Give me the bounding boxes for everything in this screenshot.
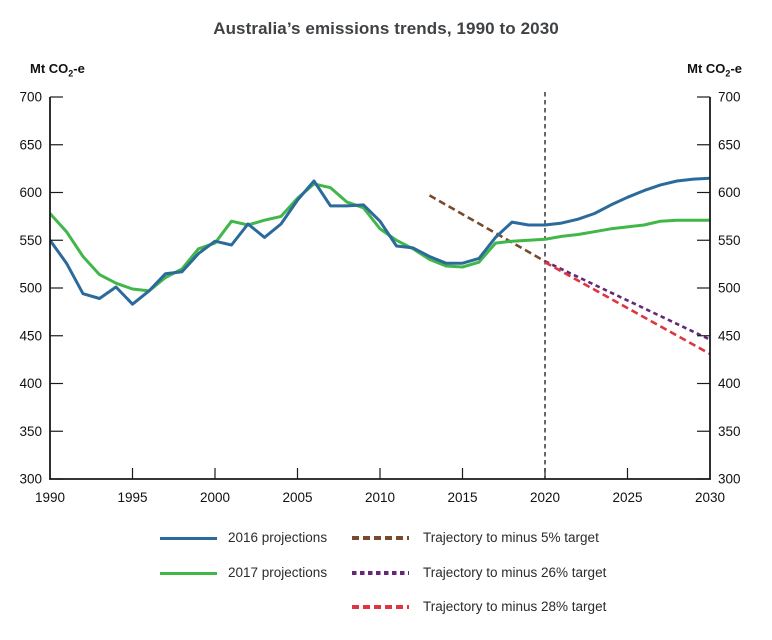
y-tick-label-right-700: 700 (718, 90, 741, 105)
unit-text: Mt CO (687, 61, 726, 76)
chart-title: Australia’s emissions trends, 1990 to 20… (213, 19, 559, 38)
y-tick-label-left-550: 550 (19, 233, 42, 248)
unit-text: Mt CO (30, 61, 69, 76)
x-tick-label-2005: 2005 (282, 490, 312, 505)
y-tick-label-left-700: 700 (19, 90, 42, 105)
legend-swatch-2017-projections (160, 571, 217, 575)
series-line-trajectory-to-minus-26-target (544, 260, 711, 341)
y-tick-label-right-600: 600 (718, 185, 741, 200)
x-tick-label-1990: 1990 (35, 490, 65, 505)
y-tick-label-right-350: 350 (718, 424, 741, 439)
legend-item-trajectory-to-minus-26-target: Trajectory to minus 26% target (352, 565, 606, 581)
x-tick-label-2030: 2030 (695, 490, 725, 505)
y-tick-label-right-500: 500 (718, 281, 741, 296)
series-line-2017-projections (48, 182, 710, 293)
legend-label-trajectory-to-minus-5-target: Trajectory to minus 5% target (423, 530, 599, 545)
x-tick-label-2015: 2015 (447, 490, 477, 505)
x-tick-label-1995: 1995 (117, 490, 147, 505)
legend-item-trajectory-to-minus-28-target: Trajectory to minus 28% target (352, 599, 606, 615)
y-tick-label-right-400: 400 (718, 376, 741, 391)
y-tick-label-left-300: 300 (19, 472, 42, 487)
series-line-trajectory-to-minus-5-target (428, 194, 546, 263)
legend-label-trajectory-to-minus-28-target: Trajectory to minus 28% target (423, 599, 607, 614)
y-tick-label-left-650: 650 (19, 137, 42, 152)
legend-item-trajectory-to-minus-5-target: Trajectory to minus 5% target (352, 530, 599, 546)
legend-label-2016-projections: 2016 projections (228, 530, 328, 545)
legend-label-trajectory-to-minus-26-target: Trajectory to minus 26% target (423, 565, 607, 580)
y-tick-label-right-650: 650 (718, 137, 741, 152)
series-line-trajectory-to-minus-28-target (544, 261, 711, 356)
y-axis-unit-right: Mt CO2-e (687, 61, 742, 79)
y-tick-label-left-350: 350 (19, 424, 42, 439)
y-tick-label-right-550: 550 (718, 233, 741, 248)
y-tick-label-left-500: 500 (19, 281, 42, 296)
y-tick-label-right-300: 300 (718, 472, 741, 487)
y-tick-label-left-400: 400 (19, 376, 42, 391)
legend-swatch-trajectory-to-minus-28-target (352, 605, 409, 609)
x-tick-label-2000: 2000 (200, 490, 230, 505)
legend-swatch-trajectory-to-minus-26-target (352, 571, 409, 575)
x-tick-label-2020: 2020 (530, 490, 560, 505)
legend-swatch-2016-projections (160, 536, 217, 540)
legend-swatch-trajectory-to-minus-5-target (352, 536, 409, 540)
x-tick-label-2010: 2010 (365, 490, 395, 505)
legend-item-2016-projections: 2016 projections (160, 530, 327, 546)
series-line-2016-projections (48, 176, 711, 306)
unit-subscript: 2 (68, 68, 74, 79)
unit-subscript: 2 (725, 68, 731, 79)
legend-item-2017-projections: 2017 projections (160, 565, 327, 581)
y-tick-label-left-450: 450 (19, 328, 42, 343)
unit-text: -e (73, 61, 85, 76)
unit-text: -e (730, 61, 742, 76)
legend-label-2017-projections: 2017 projections (228, 565, 328, 580)
x-tick-label-2025: 2025 (612, 490, 642, 505)
y-tick-label-left-600: 600 (19, 185, 42, 200)
y-axis-unit-left: Mt CO2-e (30, 61, 85, 79)
y-tick-label-right-450: 450 (718, 328, 741, 343)
